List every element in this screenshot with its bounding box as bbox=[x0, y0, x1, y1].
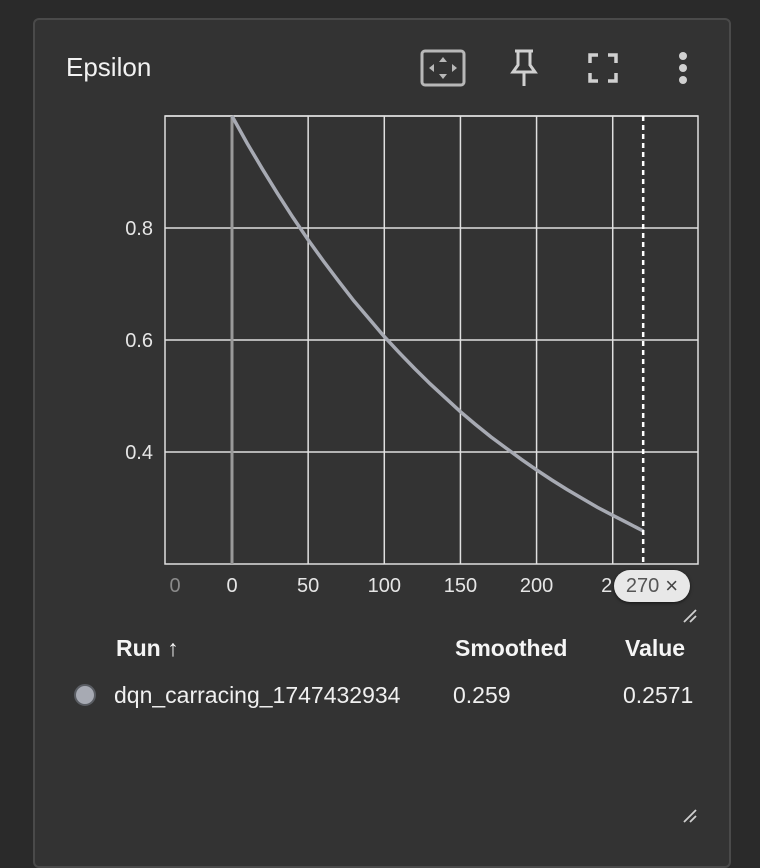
fullscreen-button[interactable] bbox=[579, 46, 627, 90]
step-chip-label: 270 bbox=[625, 574, 660, 597]
y-tick-label: 0.8 bbox=[125, 218, 153, 240]
chart-grid bbox=[164, 115, 699, 565]
x-tick-label: 2 bbox=[601, 575, 612, 597]
column-header-smoothed[interactable]: Smoothed bbox=[455, 635, 568, 661]
x-tick-label: 150 bbox=[444, 575, 477, 597]
smoothed-value: 0.259 bbox=[453, 682, 511, 708]
y-tick-label: 0.6 bbox=[125, 330, 153, 352]
run-name: dqn_carracing_1747432934 bbox=[114, 682, 401, 708]
x-tick-label: 0 bbox=[169, 575, 180, 597]
raw-value: 0.2571 bbox=[623, 682, 694, 708]
column-header-run[interactable]: Run ↑ bbox=[116, 635, 179, 661]
x-tick-label: 0 bbox=[226, 575, 237, 597]
series-line-dqn-carracing bbox=[230, 115, 645, 533]
resize-handle-icon[interactable] bbox=[682, 808, 698, 824]
column-header-value[interactable]: Value bbox=[625, 635, 686, 661]
more-options-button[interactable] bbox=[659, 46, 707, 90]
x-tick-label: 100 bbox=[368, 575, 401, 597]
x-tick-label: 200 bbox=[520, 575, 553, 597]
pin-icon bbox=[510, 49, 538, 86]
scalar-card bbox=[33, 18, 731, 868]
chart-area[interactable]: 0.8 0.6 0.4 0 0 50 100 150 200 2 bbox=[0, 0, 760, 620]
card-title: Epsilon bbox=[66, 52, 152, 82]
run-color-swatch[interactable] bbox=[74, 684, 96, 706]
x-tick-label: 50 bbox=[297, 575, 319, 597]
fit-to-domain-icon bbox=[420, 49, 466, 87]
step-chip[interactable]: 270 × bbox=[614, 570, 690, 602]
y-tick-label: 0.4 bbox=[125, 442, 153, 464]
x-axis-ticks: 0 0 50 100 150 200 2 bbox=[169, 575, 612, 597]
pin-button[interactable] bbox=[500, 46, 548, 90]
fullscreen-icon bbox=[588, 53, 618, 83]
more-vert-icon bbox=[679, 52, 687, 84]
close-icon[interactable]: × bbox=[665, 573, 679, 598]
resize-handle-icon[interactable] bbox=[682, 608, 698, 624]
y-axis-ticks: 0.8 0.6 0.4 bbox=[125, 218, 153, 464]
fit-to-domain-button[interactable] bbox=[419, 46, 467, 90]
